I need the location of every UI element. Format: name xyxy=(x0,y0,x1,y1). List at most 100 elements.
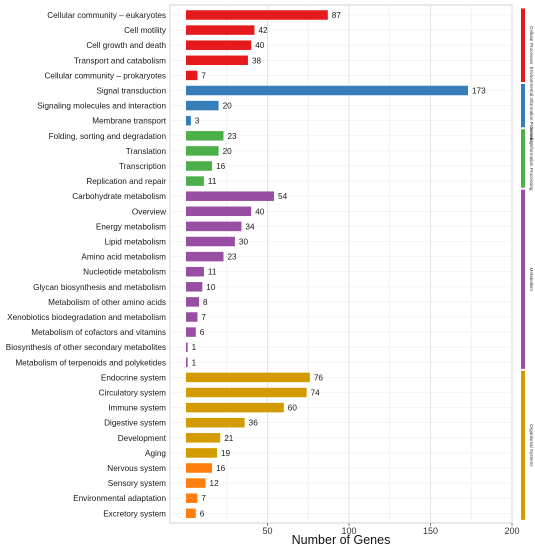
value-label: 38 xyxy=(252,56,262,65)
category-label: Metabolism of cofactors and vitamins xyxy=(31,328,166,337)
category-label: Membrane transport xyxy=(92,117,166,126)
category-label: Replication and repair xyxy=(86,177,166,186)
group-bar xyxy=(521,189,525,369)
bar xyxy=(186,493,198,503)
value-label: 7 xyxy=(201,71,206,80)
bar xyxy=(186,312,198,322)
bar xyxy=(186,206,252,217)
value-label: 30 xyxy=(239,238,249,247)
bar xyxy=(186,176,204,186)
value-label: 40 xyxy=(255,41,265,50)
bar xyxy=(186,433,221,443)
group-bar xyxy=(521,370,525,520)
bar xyxy=(186,25,255,35)
category-label: Cellular community – prokaryotes xyxy=(45,71,167,80)
category-label: Signal transduction xyxy=(96,87,166,96)
value-label: 11 xyxy=(208,177,217,186)
category-label: Biosynthesis of other secondary metaboli… xyxy=(6,343,166,352)
category-label: Amino acid metabolism xyxy=(81,253,166,262)
value-label: 60 xyxy=(288,404,298,413)
bar xyxy=(186,236,235,247)
value-label: 76 xyxy=(314,373,324,382)
value-label: 173 xyxy=(472,87,486,96)
value-label: 19 xyxy=(221,449,231,458)
category-label: Signaling molecules and interaction xyxy=(37,102,166,111)
bars xyxy=(186,10,468,519)
group-label: Metabolism xyxy=(529,268,534,292)
group-label: Genetic Information Processing xyxy=(529,126,534,191)
value-label: 6 xyxy=(200,328,205,337)
bar xyxy=(186,297,200,307)
category-label: Immune system xyxy=(108,404,166,413)
category-label: Aging xyxy=(145,449,166,458)
value-label: 7 xyxy=(201,494,206,503)
group-bar xyxy=(521,8,525,82)
x-axis-ticks: 50 100 150 200 xyxy=(262,523,520,536)
category-label: Cell motility xyxy=(124,26,167,35)
bar xyxy=(186,55,248,66)
category-label: Glycan biosynthesis and metabolism xyxy=(33,283,166,292)
category-label: Transcription xyxy=(119,162,166,171)
group-label: Cellular Processes xyxy=(529,26,534,65)
value-label: 87 xyxy=(332,11,342,20)
bar xyxy=(186,10,328,20)
bar xyxy=(186,282,203,292)
value-label: 74 xyxy=(311,389,321,398)
category-label: Carbohydrate metabolism xyxy=(72,192,166,201)
category-label: Development xyxy=(118,434,167,443)
value-label: 7 xyxy=(201,313,206,322)
category-label: Nervous system xyxy=(107,464,166,473)
bar xyxy=(186,478,206,488)
value-label: 12 xyxy=(210,479,220,488)
value-label: 34 xyxy=(245,222,255,231)
x-tick-label: 200 xyxy=(504,526,519,536)
value-label: 11 xyxy=(208,268,217,277)
value-label: 20 xyxy=(223,147,233,156)
value-label: 16 xyxy=(216,162,226,171)
x-axis-title: Number of Genes xyxy=(292,533,391,547)
bar xyxy=(186,191,275,201)
category-label: Energy metabolism xyxy=(96,222,166,231)
bar xyxy=(186,131,224,141)
category-label: Environmental adaptation xyxy=(73,494,166,503)
bar xyxy=(186,85,468,96)
category-label: Folding, sorting and degradation xyxy=(49,132,167,141)
x-tick-label: 100 xyxy=(341,526,356,536)
group-bars: Cellular Processes Environmental Informat… xyxy=(521,8,534,520)
value-label: 8 xyxy=(203,298,208,307)
category-label: Excretory system xyxy=(103,509,166,518)
category-label: Sensory system xyxy=(108,479,166,488)
category-label: Lipid metabolism xyxy=(105,238,167,247)
bar xyxy=(186,417,245,428)
value-label: 1 xyxy=(192,358,197,367)
group-bar xyxy=(521,83,525,128)
category-label: Endocrine system xyxy=(101,373,166,382)
value-label: 42 xyxy=(258,26,268,35)
bar xyxy=(186,70,198,81)
category-label: Cellular community – eukaryotes xyxy=(47,11,166,20)
value-label: 20 xyxy=(223,102,233,111)
value-label: 23 xyxy=(227,132,237,141)
bar xyxy=(186,387,307,398)
category-label: Digestive system xyxy=(104,419,166,428)
x-tick-label: 50 xyxy=(262,526,272,536)
bar xyxy=(186,251,224,262)
category-labels: Cellular community – eukaryotes Cell moti… xyxy=(6,11,167,518)
category-label: Cell growth and death xyxy=(86,41,166,50)
category-label: Circulatory system xyxy=(99,389,167,398)
bar xyxy=(186,448,217,458)
value-label: 40 xyxy=(255,207,265,216)
category-label: Transport and catabolism xyxy=(74,56,166,65)
value-label: 16 xyxy=(216,464,226,473)
category-label: Metabolism of other amino acids xyxy=(48,298,166,307)
bar xyxy=(186,221,242,232)
bar xyxy=(186,372,310,383)
bar xyxy=(186,463,213,473)
bar xyxy=(186,508,196,519)
category-label: Translation xyxy=(126,147,167,156)
category-label: Metabolism of terpenoids and polyketides xyxy=(15,358,166,367)
value-label: 23 xyxy=(227,253,237,262)
x-tick-label: 150 xyxy=(423,526,438,536)
value-label: 3 xyxy=(195,117,200,126)
